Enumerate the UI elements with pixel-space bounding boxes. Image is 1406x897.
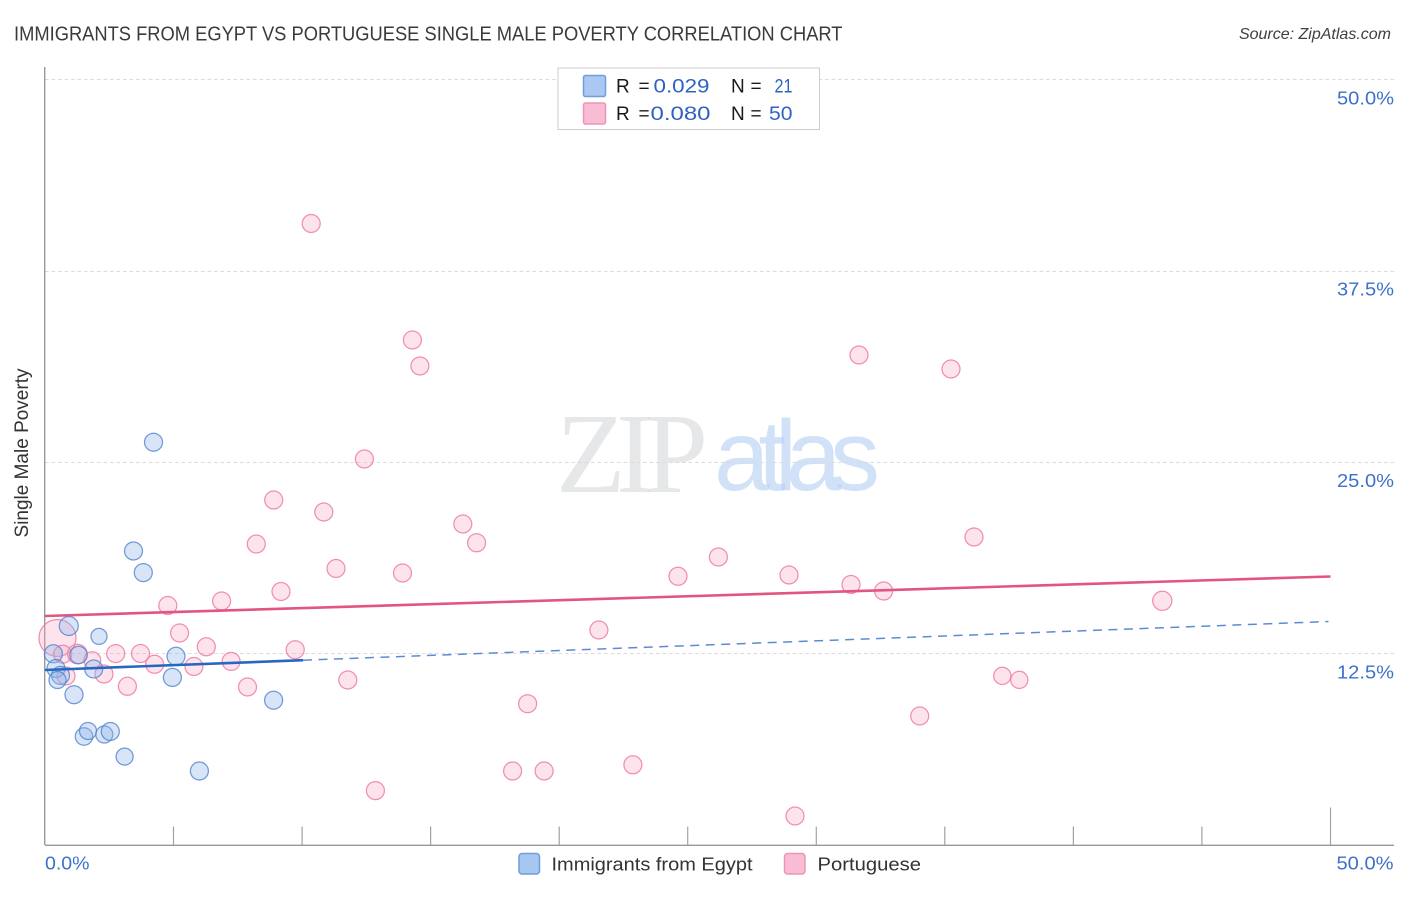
svg-text:Portuguese: Portuguese bbox=[818, 854, 922, 875]
svg-text:N: N bbox=[731, 104, 745, 125]
svg-text:IMMIGRANTS FROM EGYPT VS PORTU: IMMIGRANTS FROM EGYPT VS PORTUGUESE SING… bbox=[14, 23, 843, 46]
svg-text:ZIP: ZIP bbox=[556, 390, 708, 517]
svg-text:21: 21 bbox=[775, 77, 793, 98]
svg-text:25.0%: 25.0% bbox=[1337, 471, 1394, 491]
svg-text:50.0%: 50.0% bbox=[1337, 88, 1394, 108]
svg-text:=: = bbox=[751, 104, 762, 125]
svg-text:R: R bbox=[616, 77, 630, 98]
svg-text:=: = bbox=[751, 77, 762, 98]
svg-text:50: 50 bbox=[769, 104, 793, 125]
svg-text:0.029: 0.029 bbox=[654, 77, 710, 98]
svg-text:N: N bbox=[731, 77, 745, 98]
svg-text:37.5%: 37.5% bbox=[1337, 280, 1394, 300]
svg-text:Single Male Poverty: Single Male Poverty bbox=[12, 368, 33, 537]
svg-text:=: = bbox=[639, 104, 650, 125]
svg-text:atlas: atlas bbox=[714, 400, 880, 512]
svg-text:12.5%: 12.5% bbox=[1337, 663, 1394, 683]
svg-text:0.080: 0.080 bbox=[651, 104, 711, 125]
svg-text:Immigrants from Egypt: Immigrants from Egypt bbox=[552, 854, 753, 875]
svg-text:50.0%: 50.0% bbox=[1337, 854, 1394, 874]
svg-text:0.0%: 0.0% bbox=[45, 854, 90, 874]
svg-text:Source: ZipAtlas.com: Source: ZipAtlas.com bbox=[1239, 26, 1391, 43]
svg-text:R: R bbox=[616, 104, 630, 125]
svg-text:=: = bbox=[639, 77, 650, 98]
